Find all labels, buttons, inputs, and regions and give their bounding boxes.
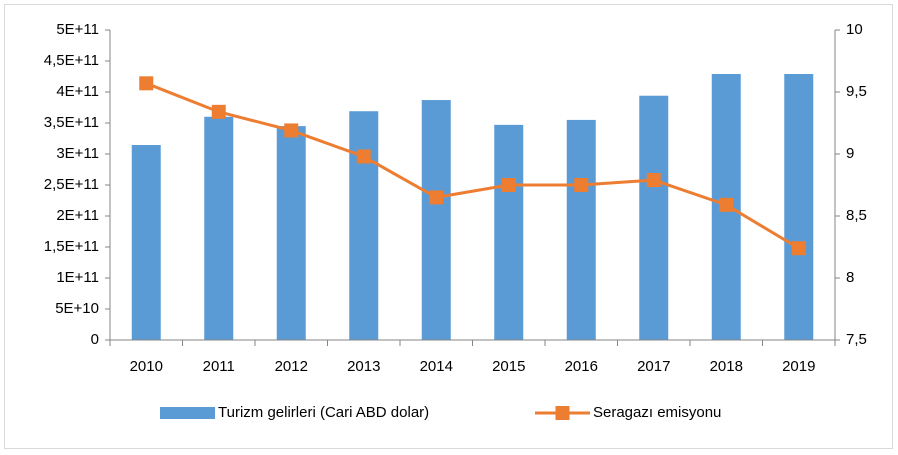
bar [204, 116, 234, 340]
y-tick-label: 2,5E+11 [44, 176, 99, 193]
line [145, 81, 800, 250]
y-tick-label: 2E+11 [56, 207, 99, 224]
x-tick-label: 2019 [782, 358, 815, 375]
bar [784, 74, 814, 341]
bar [349, 111, 379, 340]
x-tick-label: 2016 [565, 358, 598, 375]
line-marker [646, 173, 661, 188]
y2-tick-label: 10 [846, 21, 863, 38]
x-tick-label: 2012 [275, 358, 308, 375]
bar [566, 119, 596, 341]
bar [131, 145, 161, 340]
y-tick-label: 4,5E+11 [44, 52, 99, 69]
x-tick-label: 2013 [347, 358, 380, 375]
legend-swatch [160, 407, 215, 419]
bar [421, 100, 451, 340]
bar [276, 126, 306, 340]
line-marker [356, 149, 371, 164]
y-tick-label: 3,5E+11 [44, 114, 99, 131]
y2-tick-label: 7,5 [846, 331, 867, 348]
line-marker [719, 197, 734, 212]
legend-label: Seragazı emisyonu [593, 404, 721, 421]
y-tick-label: 0 [91, 331, 99, 348]
y-tick-label: 5E+11 [56, 21, 99, 38]
y-tick-label: 5E+10 [55, 300, 99, 317]
y2-tick-label: 9 [846, 145, 854, 162]
y-tick-label: 4E+11 [56, 83, 99, 100]
y-tick-label: 1,5E+11 [44, 238, 99, 255]
line-marker [574, 178, 589, 192]
x-tick-label: 2011 [203, 358, 235, 375]
x-tick-label: 2018 [710, 358, 743, 375]
legend-marker [555, 406, 570, 420]
x-tick-label: 2015 [492, 358, 525, 375]
bar [639, 95, 669, 340]
y-tick-label: 1E+11 [56, 269, 99, 286]
bar [494, 124, 524, 340]
y-tick-label: 3E+11 [56, 145, 99, 162]
legend-label: Turizm gelirleri (Cari ABD dolar) [218, 404, 429, 421]
y2-tick-label: 9,5 [846, 83, 867, 100]
x-tick-label: 2010 [130, 358, 163, 375]
x-tick-label: 2014 [420, 358, 453, 375]
line-marker [501, 178, 516, 192]
line-marker [429, 190, 444, 205]
x-tick-label: 2017 [637, 358, 670, 375]
line-marker [284, 123, 299, 138]
y2-tick-label: 8 [846, 269, 854, 286]
line-marker [211, 104, 226, 119]
line-marker [791, 241, 806, 256]
line-marker [139, 76, 154, 91]
y2-tick-label: 8,5 [846, 207, 867, 224]
